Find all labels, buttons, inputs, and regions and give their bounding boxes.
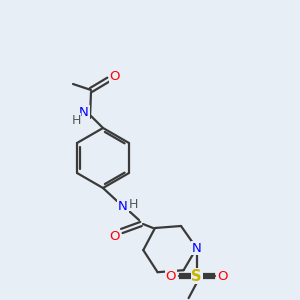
Text: O: O	[217, 270, 228, 283]
Text: O: O	[110, 70, 120, 83]
Text: O: O	[165, 270, 176, 283]
Text: H: H	[128, 197, 138, 211]
Text: S: S	[191, 268, 202, 284]
Text: N: N	[118, 200, 128, 212]
Text: O: O	[109, 230, 119, 242]
Text: H: H	[71, 113, 81, 127]
Text: N: N	[79, 106, 89, 118]
Text: N: N	[192, 242, 202, 255]
